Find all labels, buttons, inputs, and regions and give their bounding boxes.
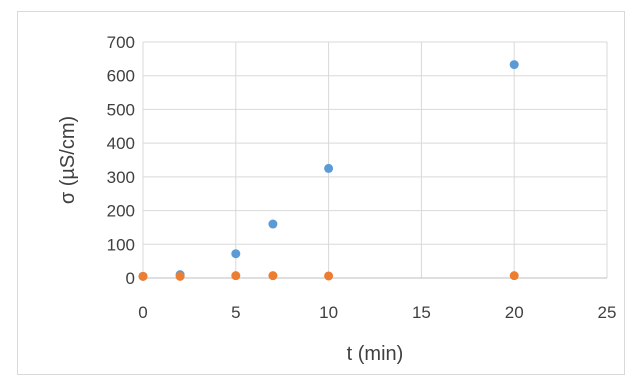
- series-2-point: [231, 271, 241, 281]
- series-1-point: [509, 60, 519, 70]
- series-1-point: [324, 163, 334, 173]
- y-tick-label: 0: [126, 269, 135, 288]
- series-2-point: [138, 271, 148, 281]
- y-axis-title: σ (µS/cm): [57, 116, 79, 204]
- x-axis-title: t (min): [347, 343, 404, 365]
- axes: [142, 42, 607, 279]
- series-1-point: [268, 219, 278, 229]
- x-tick-label: 10: [319, 303, 338, 322]
- y-tick-label: 100: [107, 235, 135, 254]
- series-1-point: [231, 249, 241, 259]
- y-tick-label: 400: [107, 134, 135, 153]
- y-tick-label: 300: [107, 168, 135, 187]
- series-2-point: [268, 271, 278, 281]
- y-tick-label: 200: [107, 202, 135, 221]
- x-tick-label: 0: [138, 303, 147, 322]
- x-tick-label: 5: [231, 303, 240, 322]
- data-points: [138, 60, 519, 281]
- y-tick-label: 700: [107, 33, 135, 52]
- y-tick-label: 500: [107, 100, 135, 119]
- tick-labels: 0 100 200 300 400 500 600 700 0 5 10 15 20 25: [107, 33, 617, 322]
- series-2-point: [509, 271, 519, 281]
- series-2-point: [324, 271, 334, 281]
- x-tick-label: 25: [598, 303, 617, 322]
- gridlines: [143, 41, 608, 278]
- x-tick-label: 20: [505, 303, 524, 322]
- series-2-point: [175, 271, 185, 281]
- x-tick-label: 15: [412, 303, 431, 322]
- chart-area: [17, 11, 625, 375]
- y-tick-label: 600: [107, 67, 135, 86]
